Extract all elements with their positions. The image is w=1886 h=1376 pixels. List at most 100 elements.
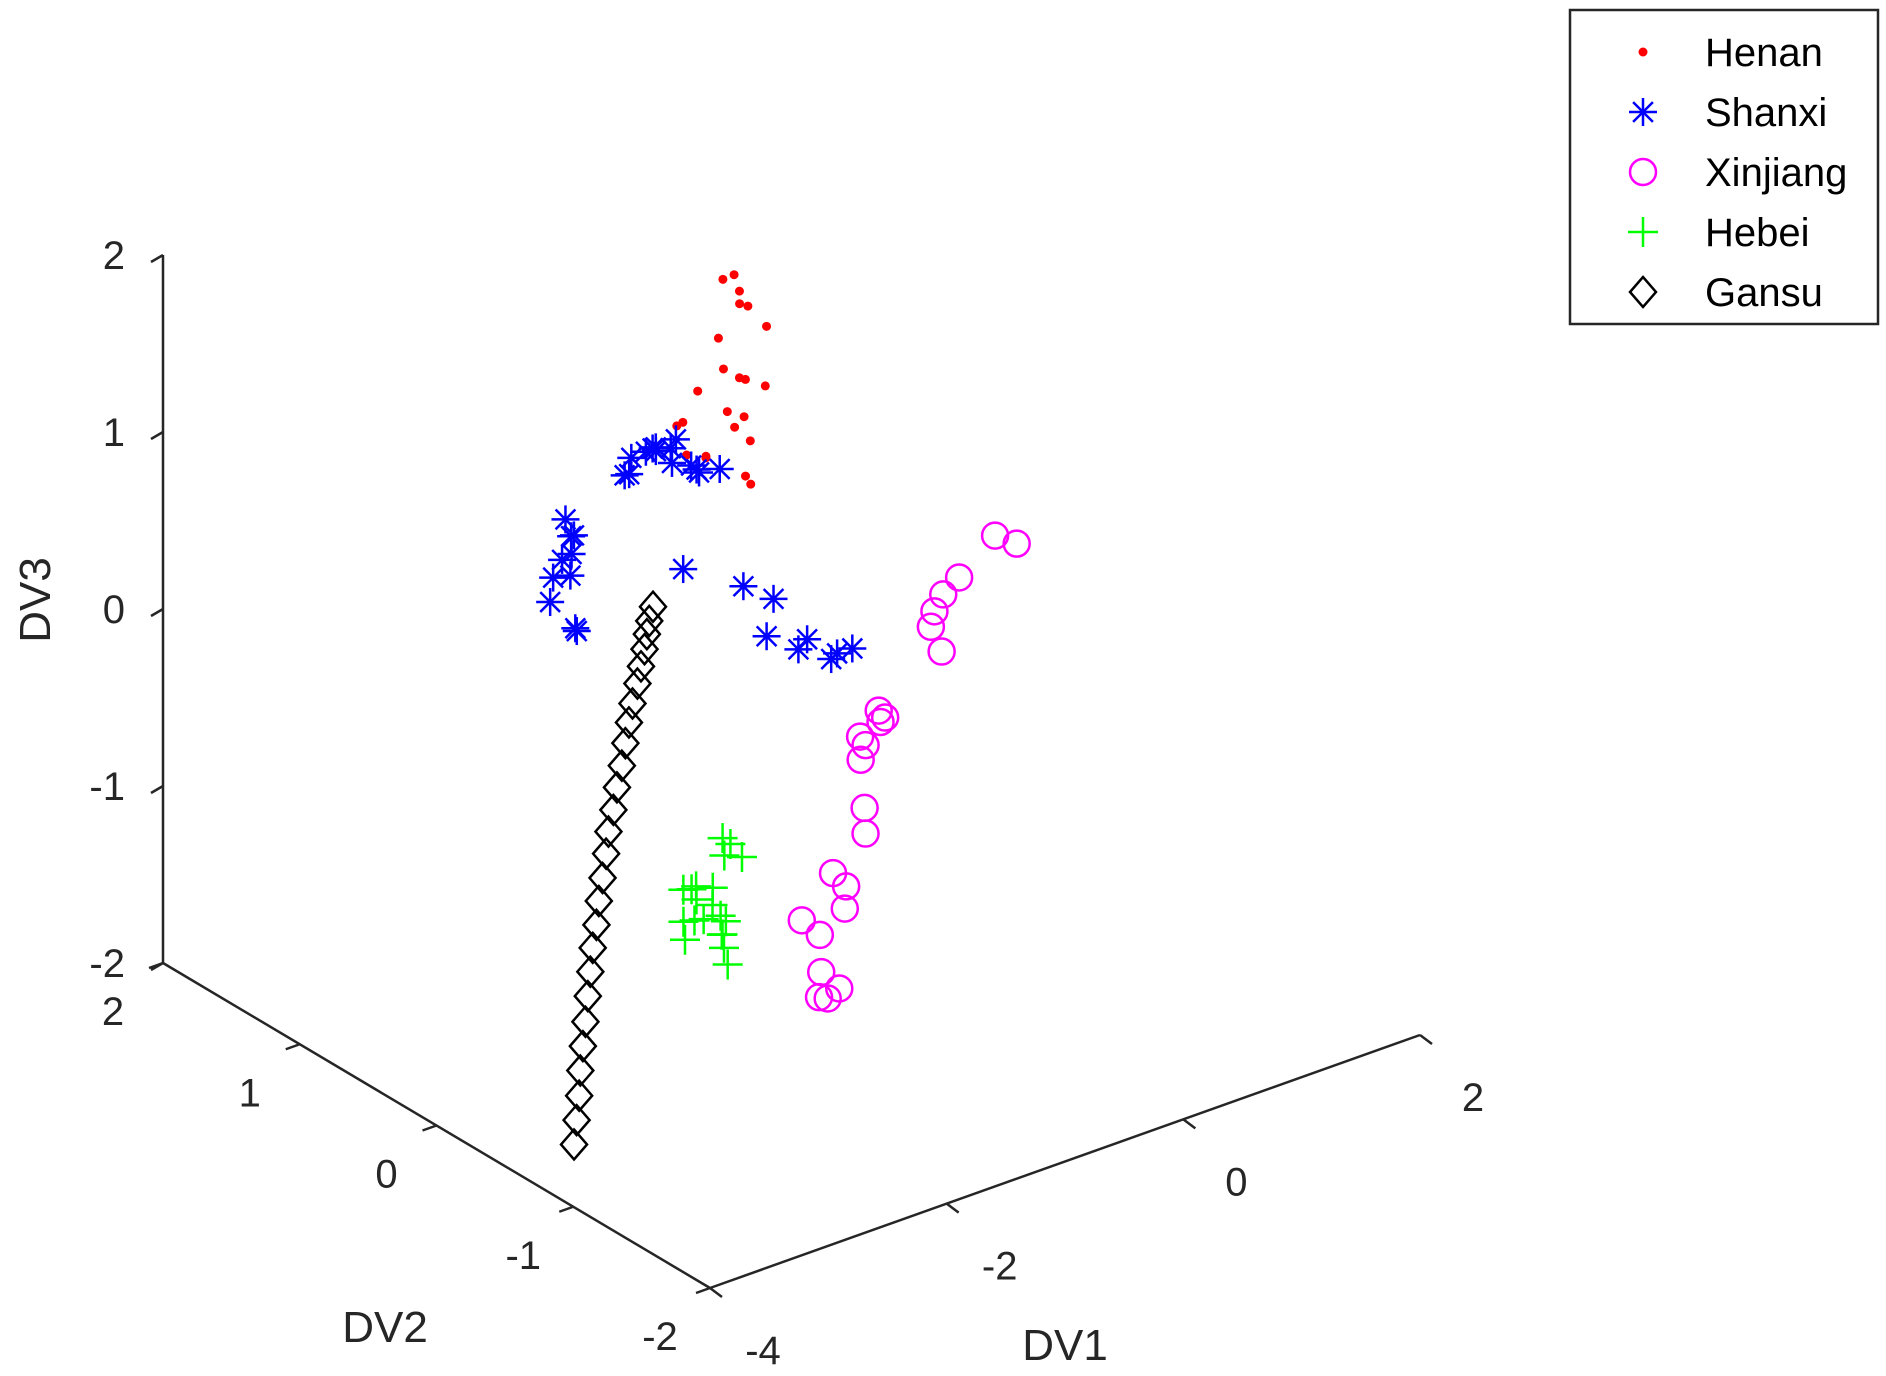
series-hebei — [668, 823, 757, 980]
z-tick-mark — [150, 607, 164, 618]
data-point-henan — [713, 333, 723, 343]
z-tick-mark — [150, 253, 164, 264]
data-point-xinjiang — [831, 872, 861, 901]
data-point-gansu — [607, 748, 637, 783]
data-point-gansu — [617, 686, 648, 721]
x-axis-line — [709, 1033, 1421, 1290]
z-tick-label: 1 — [103, 411, 125, 455]
data-point-hebei — [710, 906, 741, 937]
data-point-gansu — [559, 1127, 589, 1162]
data-point-henan — [693, 386, 703, 396]
data-point-hebei — [726, 842, 757, 873]
z-axis-label: DV3 — [11, 557, 60, 643]
data-point-henan — [730, 422, 740, 432]
data-point-gansu — [634, 604, 664, 638]
z-tick-mark — [150, 784, 164, 795]
data-point-henan — [739, 412, 749, 422]
data-point-shanxi — [615, 460, 644, 489]
data-point-xinjiang — [850, 793, 879, 823]
data-point-henan — [701, 451, 711, 461]
data-point-xinjiang — [813, 984, 842, 1013]
data-point-gansu — [568, 1029, 598, 1064]
data-point-shanxi — [793, 625, 822, 654]
legend-marker-gansu — [1628, 275, 1658, 309]
data-point-xinjiang — [920, 597, 949, 626]
series-shanxi — [536, 425, 867, 674]
x-tick-label: 2 — [1462, 1076, 1484, 1120]
legend-item-henan: Henan — [1638, 31, 1823, 75]
data-point-shanxi — [759, 584, 788, 613]
y-tick-label: 0 — [375, 1153, 397, 1197]
data-point-hebei — [708, 932, 739, 963]
data-point-xinjiang — [864, 696, 893, 725]
legend-item-hebei: Hebei — [1628, 211, 1810, 255]
data-point-xinjiang — [787, 906, 817, 935]
data-point-gansu — [564, 1078, 594, 1113]
y-tick-label: -1 — [505, 1234, 541, 1278]
data-point-gansu — [587, 861, 618, 895]
z-tick-label: 0 — [103, 588, 125, 632]
legend-marker-hebei — [1628, 217, 1658, 247]
data-point-hebei — [712, 949, 743, 980]
data-point-gansu — [626, 649, 656, 684]
legend-marker-henan — [1638, 47, 1648, 57]
data-point-gansu — [561, 1103, 592, 1138]
data-point-henan — [678, 417, 688, 427]
series-gansu — [559, 589, 668, 1162]
data-point-xinjiang — [846, 745, 875, 774]
data-point-hebei — [670, 924, 701, 955]
data-point-gansu — [598, 792, 629, 827]
data-point-shanxi — [682, 455, 711, 484]
data-point-xinjiang — [927, 637, 956, 666]
z-tick-mark — [150, 430, 164, 441]
data-point-shanxi — [657, 448, 686, 477]
data-point-xinjiang — [929, 580, 958, 609]
y-tick-mark — [148, 961, 164, 970]
legend-marker-shanxi — [1629, 98, 1657, 126]
series-henan — [672, 270, 772, 489]
data-point-gansu — [575, 954, 605, 989]
data-point-shanxi — [729, 572, 758, 601]
data-point-xinjiang — [944, 563, 974, 592]
data-point-gansu — [578, 930, 608, 965]
data-point-xinjiang — [851, 730, 880, 760]
y-axis-label: DV2 — [342, 1303, 428, 1352]
data-point-gansu — [602, 770, 632, 805]
legend-item-xinjiang: Xinjiang — [1628, 151, 1847, 195]
data-point-henan — [745, 436, 755, 446]
x-tick-label: 0 — [1225, 1160, 1247, 1204]
data-point-henan — [741, 471, 751, 481]
legend-label-shanxi: Shanxi — [1705, 91, 1827, 135]
data-point-shanxi — [559, 521, 588, 550]
data-point-henan — [722, 407, 732, 417]
legend-item-shanxi: Shanxi — [1629, 91, 1827, 135]
legend-label-xinjiang: Xinjiang — [1705, 151, 1847, 195]
y-tick-mark — [422, 1124, 437, 1132]
data-point-gansu — [565, 1053, 595, 1088]
x-tick-mark — [1182, 1118, 1197, 1130]
legend: Henan Shanxi Xinjiang Hebei Gansu — [1568, 8, 1880, 326]
data-point-xinjiang — [866, 707, 895, 737]
data-point-xinjiang — [845, 722, 875, 751]
data-point-shanxi — [536, 588, 565, 617]
data-point-gansu — [584, 884, 614, 918]
plot-area — [536, 270, 1031, 1162]
y-tick-mark — [558, 1205, 574, 1213]
data-point-gansu — [593, 814, 624, 849]
data-point-xinjiang — [870, 703, 900, 732]
x-tick-label: -4 — [745, 1329, 781, 1373]
data-point-shanxi — [556, 561, 585, 590]
series-xinjiang — [787, 521, 1031, 1013]
data-point-henan — [743, 301, 753, 311]
x-tick-label: -2 — [982, 1245, 1018, 1289]
y-tick-mark — [285, 1043, 301, 1051]
data-point-henan — [746, 479, 756, 489]
data-point-henan — [762, 321, 772, 331]
data-point-henan — [735, 299, 745, 309]
data-point-gansu — [614, 705, 644, 740]
data-point-hebei — [715, 829, 746, 860]
data-point-henan — [734, 286, 744, 296]
data-point-hebei — [709, 840, 740, 871]
